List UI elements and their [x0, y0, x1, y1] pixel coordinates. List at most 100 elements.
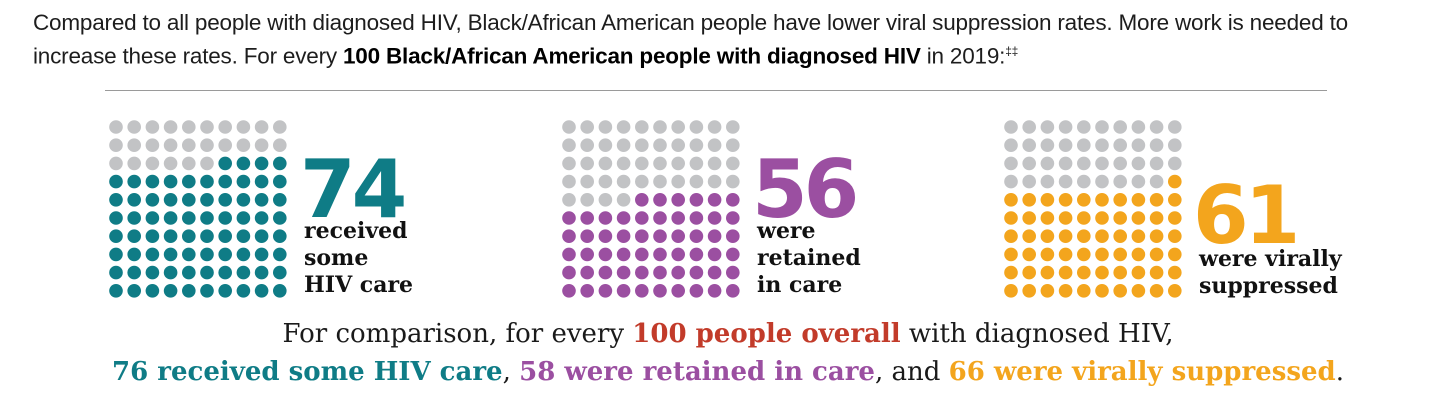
waffle-dot-filled	[1149, 229, 1164, 243]
waffle-dot-empty	[145, 138, 160, 152]
waffle-dot-filled	[653, 284, 667, 298]
waffle-dot-empty	[127, 138, 141, 152]
waffle-dot-filled	[1058, 211, 1073, 225]
waffle-dot-filled	[1058, 265, 1073, 280]
waffle-dot-filled	[182, 247, 196, 262]
waffle-dot-empty	[200, 120, 214, 134]
waffle-dot-filled	[689, 284, 704, 298]
waffle-dot-filled	[273, 265, 287, 280]
waffle-dot-filled	[653, 229, 667, 243]
waffle-dot-filled	[1004, 284, 1018, 298]
waffle-dot-empty	[635, 174, 649, 189]
waffle-dot-empty	[616, 138, 631, 152]
waffle-dot-empty	[236, 120, 251, 134]
waffle-dot-filled	[218, 156, 232, 171]
waffle-dot-filled	[254, 174, 269, 189]
waffle-dot-filled	[1113, 211, 1127, 225]
waffle-dot-filled	[1168, 265, 1182, 280]
waffle-dot-filled	[653, 211, 667, 225]
waffle-dot-empty	[1040, 156, 1055, 171]
waffle-dot-empty	[562, 174, 576, 189]
waffle-dot-filled	[109, 193, 123, 207]
waffle-dot-empty	[1095, 120, 1109, 134]
waffle-dot-filled	[689, 229, 704, 243]
waffle-dot-filled	[1149, 265, 1164, 280]
waffle-dot-empty	[236, 138, 251, 152]
comparison-line-2: 76 received some HIV care, 58 were retai…	[0, 354, 1456, 390]
waffle-dot-empty	[580, 174, 594, 189]
waffle-dot-filled	[145, 174, 160, 189]
waffle-dot-empty	[145, 156, 160, 171]
waffle-dot-filled	[109, 211, 123, 225]
waffle-dot-empty	[635, 156, 649, 171]
waffle-dot-empty	[163, 120, 178, 134]
waffle-dot-filled	[1095, 229, 1109, 243]
waffle-dot-filled	[580, 284, 594, 298]
waffle-dot-empty	[653, 156, 667, 171]
waffle-dot-empty	[109, 120, 123, 134]
waffle-dot-filled	[1077, 193, 1091, 207]
waffle-dot-filled	[653, 193, 667, 207]
waffle-dot-filled	[163, 193, 178, 207]
waffle-dot-filled	[635, 193, 649, 207]
waffle-dot-empty	[127, 120, 141, 134]
waffle-dot-filled	[145, 229, 160, 243]
label-care-line: some	[304, 245, 369, 271]
waffle-dot-empty	[598, 174, 613, 189]
waffle-dot-filled	[1113, 193, 1127, 207]
waffle-dot-filled	[1040, 193, 1055, 207]
waffle-dot-filled	[254, 229, 269, 243]
waffle-dot-empty	[671, 138, 685, 152]
waffle-dot-filled	[1131, 211, 1146, 225]
label-suppressed-line: were virally	[1199, 246, 1342, 272]
waffle-dot-empty	[1077, 156, 1091, 171]
waffle-dot-filled	[236, 265, 251, 280]
waffle-dot-filled	[580, 247, 594, 262]
waffle-dot-filled	[1113, 229, 1127, 243]
waffle-dot-empty	[1077, 138, 1091, 152]
waffle-dot-filled	[200, 174, 214, 189]
waffle-dot-filled	[1004, 247, 1018, 262]
waffle-dot-filled	[273, 247, 287, 262]
waffle-dot-filled	[127, 229, 141, 243]
waffle-dot-filled	[145, 211, 160, 225]
waffle-dot-filled	[218, 174, 232, 189]
waffle-dot-empty	[671, 120, 685, 134]
waffle-dot-empty	[689, 174, 704, 189]
label-retained-line: were	[757, 218, 816, 244]
waffle-dot-filled	[236, 193, 251, 207]
waffle-dot-filled	[1149, 193, 1164, 207]
waffle-dot-filled	[127, 174, 141, 189]
waffle-dot-empty	[1168, 156, 1182, 171]
waffle-dot-empty	[254, 138, 269, 152]
waffle-dot-filled	[1168, 229, 1182, 243]
waffle-dot-filled	[1149, 211, 1164, 225]
waffle-dot-filled	[1040, 247, 1055, 262]
waffle-dot-filled	[1004, 265, 1018, 280]
waffle-dot-empty	[109, 138, 123, 152]
waffle-dot-empty	[616, 120, 631, 134]
waffle-dot-empty	[1004, 156, 1018, 171]
waffle-dot-empty	[1058, 174, 1073, 189]
label-care: received some HIV care	[304, 218, 413, 299]
waffle-dot-empty	[598, 156, 613, 171]
waffle-dot-filled	[163, 284, 178, 298]
waffle-dot-empty	[653, 138, 667, 152]
waffle-dot-empty	[598, 193, 613, 207]
waffle-dot-filled	[273, 229, 287, 243]
waffle-dot-empty	[1058, 138, 1073, 152]
intro-footnote: ‡‡	[1005, 44, 1019, 58]
waffle-dot-filled	[182, 211, 196, 225]
comparison-care: 76 received some HIV care	[112, 357, 503, 387]
waffle-dot-filled	[163, 229, 178, 243]
value-care: 74	[300, 143, 407, 236]
waffle-dot-empty	[671, 174, 685, 189]
waffle-dot-empty	[1168, 120, 1182, 134]
waffle-dot-filled	[635, 247, 649, 262]
waffle-dot-empty	[653, 174, 667, 189]
waffle-dot-empty	[1113, 138, 1127, 152]
waffle-dot-filled	[598, 265, 613, 280]
waffle-dot-filled	[109, 174, 123, 189]
intro-text-b: in 2019:	[920, 43, 1006, 69]
intro-bold: 100 Black/African American people with d…	[342, 43, 921, 69]
